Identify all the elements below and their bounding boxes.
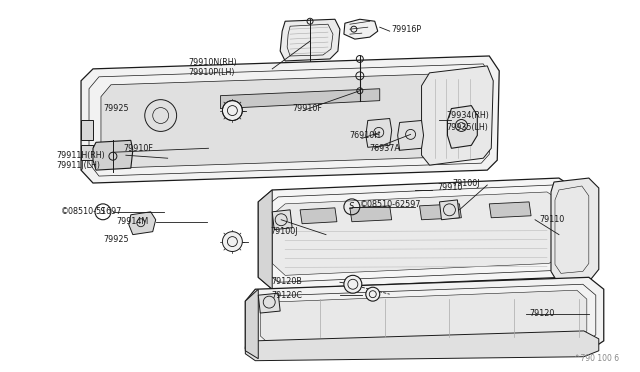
Text: 79100J: 79100J [452, 179, 480, 187]
Polygon shape [81, 145, 93, 160]
Polygon shape [245, 289, 259, 359]
Polygon shape [259, 293, 280, 313]
Polygon shape [551, 178, 599, 281]
Text: ^790 100 6: ^790 100 6 [573, 354, 619, 363]
Polygon shape [300, 208, 337, 224]
Text: 79914M: 79914M [116, 217, 148, 226]
Polygon shape [272, 210, 292, 230]
Circle shape [344, 275, 362, 293]
Text: ©08510-62597: ©08510-62597 [360, 201, 421, 209]
Text: 79911J(LH): 79911J(LH) [56, 161, 100, 170]
Text: 79110: 79110 [539, 215, 564, 224]
Text: 79910F: 79910F [124, 144, 154, 153]
Polygon shape [397, 121, 424, 150]
Polygon shape [220, 89, 380, 109]
Text: ©08510-51697: ©08510-51697 [61, 207, 122, 216]
Circle shape [366, 287, 380, 301]
Polygon shape [366, 119, 392, 147]
Polygon shape [280, 19, 340, 61]
Text: S: S [100, 207, 106, 216]
Text: 79916P: 79916P [392, 25, 422, 34]
Circle shape [223, 101, 243, 121]
Text: 79925: 79925 [103, 104, 129, 113]
Text: 79910P(LH): 79910P(LH) [189, 68, 235, 77]
Polygon shape [259, 178, 577, 289]
Polygon shape [245, 331, 599, 361]
Text: 79100J: 79100J [270, 227, 298, 236]
Polygon shape [129, 212, 156, 235]
Polygon shape [344, 19, 378, 39]
Text: 79934(RH): 79934(RH) [447, 111, 490, 120]
Circle shape [223, 232, 243, 251]
Text: 79120C: 79120C [271, 291, 302, 300]
Text: 79910F: 79910F [292, 104, 322, 113]
Polygon shape [93, 140, 133, 170]
Text: 79910N(RH): 79910N(RH) [189, 58, 237, 67]
Polygon shape [447, 106, 477, 148]
Polygon shape [272, 192, 561, 275]
Polygon shape [81, 121, 93, 140]
Polygon shape [350, 206, 392, 222]
Text: 79911H(RH): 79911H(RH) [56, 151, 105, 160]
Polygon shape [81, 56, 499, 183]
Text: 76910H: 76910H [350, 131, 381, 140]
Polygon shape [422, 66, 493, 165]
Text: 79910: 79910 [438, 183, 463, 192]
Text: 79120B: 79120B [271, 277, 302, 286]
Text: 79120: 79120 [529, 308, 554, 318]
Polygon shape [260, 290, 587, 345]
Polygon shape [420, 204, 461, 220]
Polygon shape [489, 202, 531, 218]
Polygon shape [245, 277, 604, 357]
Text: S: S [349, 202, 355, 211]
Text: 76937A: 76937A [370, 144, 401, 153]
Polygon shape [259, 190, 272, 289]
Text: 79925: 79925 [103, 235, 129, 244]
Text: 79935(LH): 79935(LH) [447, 123, 488, 132]
Polygon shape [440, 200, 460, 220]
Polygon shape [101, 73, 479, 168]
